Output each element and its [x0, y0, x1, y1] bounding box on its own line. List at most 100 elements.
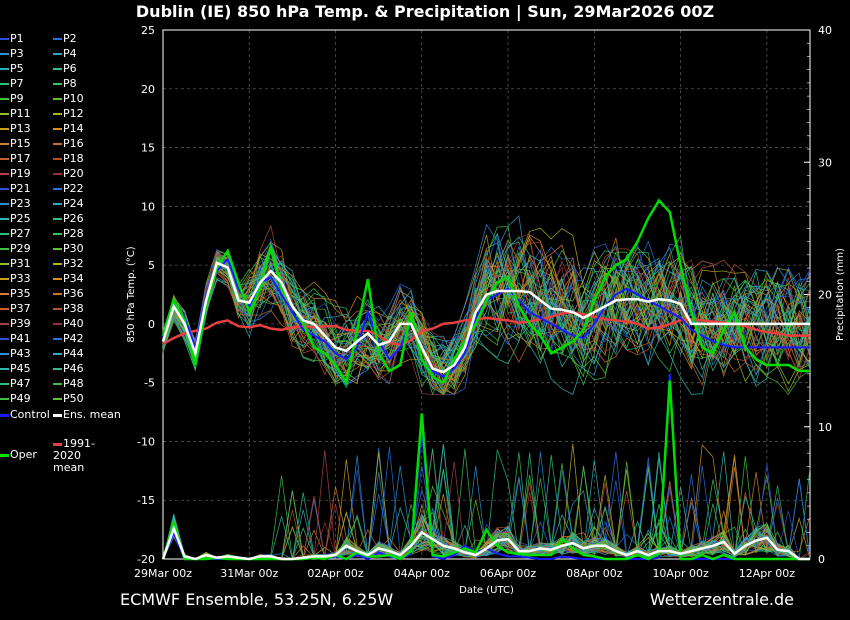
- legend-item-p30: P30: [53, 242, 84, 256]
- legend-swatch: [0, 173, 9, 175]
- legend-item-p44: P44: [53, 347, 84, 361]
- members-precip-lines: [162, 443, 811, 560]
- legend-label: P45: [10, 362, 31, 375]
- legend-swatch: [0, 413, 9, 417]
- legend-swatch: [0, 383, 9, 385]
- legend-item-p31: P31: [0, 257, 31, 271]
- legend-swatch: [53, 353, 62, 355]
- y2-tick-label: 10: [818, 421, 832, 434]
- legend-item-p6: P6: [53, 62, 77, 76]
- legend-swatch: [53, 442, 62, 446]
- ens-mean-temp-line: [161, 261, 810, 374]
- ens-mean-precip-line: [161, 525, 810, 561]
- legend-label: P24: [63, 197, 84, 210]
- legend-label: P11: [10, 107, 31, 120]
- x-tick-label: 29Mar 00z: [134, 567, 192, 580]
- legend-label: P18: [63, 152, 84, 165]
- legend-swatch: [0, 83, 9, 85]
- legend-swatch: [53, 38, 62, 40]
- legend-label: P40: [63, 317, 84, 330]
- legend-item-oper: Oper: [0, 449, 37, 461]
- member-temp-line: [162, 251, 811, 393]
- legend-label: P25: [10, 212, 31, 225]
- legend-swatch: [53, 158, 62, 160]
- legend-label: P47: [10, 377, 31, 390]
- legend-label: P14: [63, 122, 84, 135]
- legend-label: 1991-2020 mean: [53, 437, 95, 474]
- legend-item-p3: P3: [0, 47, 24, 61]
- y2-axis-label: Precipitation (mm): [835, 248, 846, 341]
- legend-label: P48: [63, 377, 84, 390]
- legend-item-p16: P16: [53, 137, 84, 151]
- legend-label: P5: [10, 62, 24, 75]
- legend-swatch: [53, 233, 62, 235]
- legend-label: P26: [63, 212, 84, 225]
- legend-swatch: [0, 68, 9, 70]
- y-tick-label: 0: [148, 318, 155, 331]
- legend-swatch: [0, 293, 9, 295]
- legend-swatch: [53, 413, 62, 417]
- legend-swatch: [0, 128, 9, 130]
- legend-swatch: [53, 53, 62, 55]
- legend-item-p38: P38: [53, 302, 84, 316]
- y-axis-label: 850 hPa Temp. (°C): [126, 246, 137, 342]
- legend-label: P19: [10, 167, 31, 180]
- legend-item-p26: P26: [53, 212, 84, 226]
- member-temp-line: [162, 251, 811, 395]
- legend-swatch: [53, 98, 62, 100]
- legend-label: P9: [10, 92, 24, 105]
- legend-item-p1: P1: [0, 32, 24, 46]
- legend-item-p50: P50: [53, 392, 84, 406]
- legend-item-p13: P13: [0, 122, 31, 136]
- legend-item-p28: P28: [53, 227, 84, 241]
- y2-tick-label: 0: [818, 553, 825, 566]
- legend-swatch: [0, 98, 9, 100]
- x-axis-label: Date (UTC): [459, 585, 514, 596]
- legend-label: P36: [63, 287, 84, 300]
- legend-label: P37: [10, 302, 31, 315]
- legend-label: P17: [10, 152, 31, 165]
- y-tick-label: -5: [144, 377, 155, 390]
- legend-label: P8: [63, 77, 77, 90]
- legend-label: Oper: [10, 448, 37, 461]
- legend-label: P28: [63, 227, 84, 240]
- axes: -20 -15 -10 -5 0 5 10 15 20 25 29Mar 00z 31Mar 00z 0…: [126, 24, 846, 596]
- legend-label: P27: [10, 227, 31, 240]
- legend-item-p25: P25: [0, 212, 31, 226]
- legend-item-p47: P47: [0, 377, 31, 391]
- legend-item-p48: P48: [53, 377, 84, 391]
- y-tick-label: 10: [141, 200, 155, 213]
- main-series: [161, 198, 810, 561]
- legend-item-p41: P41: [0, 332, 31, 346]
- legend-swatch: [0, 453, 9, 457]
- y2-tick-label: 40: [818, 24, 832, 37]
- legend-swatch: [0, 203, 9, 205]
- member-temp-line: [162, 248, 811, 379]
- legend-label: Control: [10, 408, 50, 421]
- legend-item-p11: P11: [0, 107, 31, 121]
- legend-item-p19: P19: [0, 167, 31, 181]
- legend-item-control: Control: [0, 409, 50, 421]
- legend-swatch: [53, 83, 62, 85]
- legend-item-p21: P21: [0, 182, 31, 196]
- y-tick-label: -20: [137, 553, 155, 566]
- legend-swatch: [53, 308, 62, 310]
- legend-label: P7: [10, 77, 24, 90]
- legend-label: P41: [10, 332, 31, 345]
- legend-label: P49: [10, 392, 31, 405]
- legend-swatch: [53, 173, 62, 175]
- legend-swatch: [53, 338, 62, 340]
- x-tick-label: 12Apr 00z: [739, 567, 796, 580]
- legend-swatch: [0, 143, 9, 145]
- member-temp-line: [162, 232, 811, 390]
- legend-swatch: [53, 113, 62, 115]
- legend-label: P35: [10, 287, 31, 300]
- member-temp-line: [162, 251, 811, 375]
- legend-label: P38: [63, 302, 84, 315]
- legend-item-p46: P46: [53, 362, 84, 376]
- member-temp-line: [162, 242, 811, 386]
- legend-label: P23: [10, 197, 31, 210]
- legend-label: P12: [63, 107, 84, 120]
- legend-item-p10: P10: [53, 92, 84, 106]
